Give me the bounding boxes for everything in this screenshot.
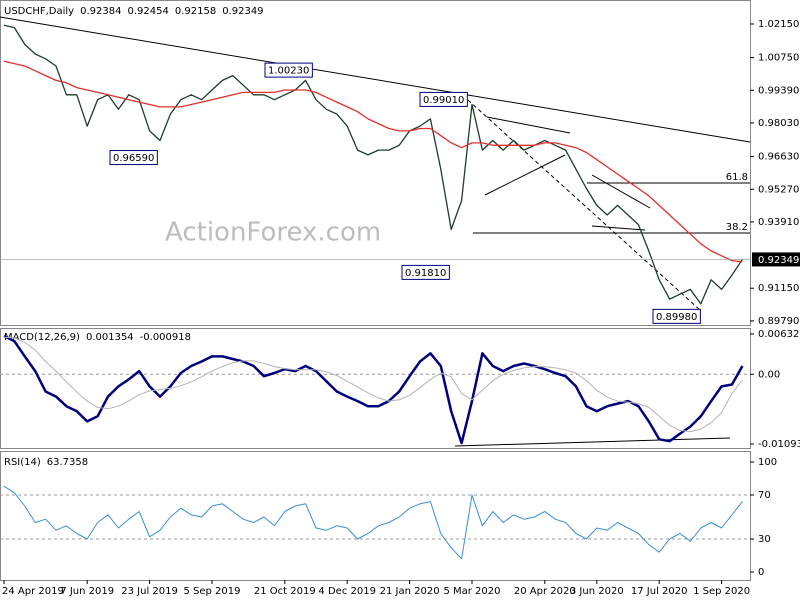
macd-panel <box>0 328 751 449</box>
x-tick-label: 7 Jun 2019 <box>60 586 114 597</box>
price-annotation-box <box>419 91 468 107</box>
y-tick-label: 100 <box>758 457 777 468</box>
price-annotation: 0.91810 <box>405 268 446 279</box>
price-line <box>3 24 743 305</box>
y-tick-label: 0.96630 <box>758 152 799 163</box>
trend-line <box>467 99 701 311</box>
signal-line <box>3 336 743 433</box>
header-text: -0.000918 <box>140 332 191 343</box>
y-tick-label: 0.006321 <box>758 329 800 340</box>
x-tick-label: 1 Sep 2020 <box>693 586 750 597</box>
y-tick-label: 0.93910 <box>758 217 799 228</box>
rsi-line <box>3 485 743 560</box>
x-tick-label: 21 Jan 2020 <box>380 586 440 597</box>
y-tick-label: 0.00 <box>758 369 780 380</box>
trend-line <box>591 225 646 231</box>
price-annotation: 1.00230 <box>268 66 309 77</box>
price-annotation-box <box>652 308 701 324</box>
watermark-layer: ActionForex.com <box>165 218 381 248</box>
y-tick-label: 1.00750 <box>758 53 799 64</box>
price-annotation: 0.96590 <box>113 153 154 164</box>
y-tick-label: 70 <box>758 490 771 501</box>
trend-line <box>484 154 566 196</box>
y-tick-label: 1.02150 <box>758 19 799 30</box>
trend-line <box>0 16 751 143</box>
price-panel <box>0 0 751 326</box>
trend-line <box>454 437 731 447</box>
last-price-box <box>752 252 800 267</box>
x-tick-label: 3 Jun 2020 <box>570 586 624 597</box>
x-tick-label: 24 Apr 2019 <box>2 586 64 597</box>
x-tick-label: 17 Jul 2020 <box>631 586 688 597</box>
y-tick-label: 0.98030 <box>758 118 799 129</box>
header-text: RSI(14) <box>4 457 41 468</box>
y-tick-label: 30 <box>758 534 771 545</box>
x-tick-label: 5 Mar 2020 <box>443 586 500 597</box>
header-text: 0.92349 <box>222 6 263 17</box>
price-annotation: 0.99010 <box>423 95 464 106</box>
header-text: USDCHF,Daily <box>4 6 74 17</box>
fib-label: 61.8 <box>726 172 748 183</box>
header-text: 0.92158 <box>175 6 216 17</box>
x-tick-label: 5 Sep 2019 <box>183 586 240 597</box>
y-tick-label: 0.91150 <box>758 283 799 294</box>
price-annotation-box <box>401 264 450 280</box>
y-tick-label: 0 <box>758 567 764 578</box>
y-tick-label: -0.010939 <box>758 439 800 450</box>
y-tick-label: 0.95270 <box>758 184 799 195</box>
header-text: 0.92454 <box>127 6 168 17</box>
x-tick-label: 4 Dec 2019 <box>318 586 376 597</box>
trend-line <box>486 116 571 134</box>
trend-line <box>591 174 651 209</box>
header-text: MACD(12,26,9) <box>4 332 80 343</box>
header-text: 0.001354 <box>86 332 134 343</box>
y-tick-label: 0.89790 <box>758 316 799 327</box>
price-annotation-box <box>109 150 158 166</box>
x-tick-label: 21 Oct 2019 <box>254 586 316 597</box>
header-text: 63.7358 <box>47 457 88 468</box>
watermark: ActionForex.com <box>165 218 381 248</box>
fib-label: 38.2 <box>726 222 748 233</box>
price-annotation-box <box>264 62 313 78</box>
header-text: 0.92384 <box>80 6 121 17</box>
ma-line <box>3 60 743 263</box>
x-tick-label: 20 Apr 2020 <box>514 586 576 597</box>
last-price-label: 0.92349 <box>758 255 799 266</box>
macd-line <box>3 334 744 445</box>
rsi-panel <box>0 451 751 581</box>
y-tick-label: 0.99390 <box>758 85 799 96</box>
price-annotation: 0.89980 <box>656 312 697 323</box>
x-tick-label: 23 Jul 2019 <box>121 586 178 597</box>
